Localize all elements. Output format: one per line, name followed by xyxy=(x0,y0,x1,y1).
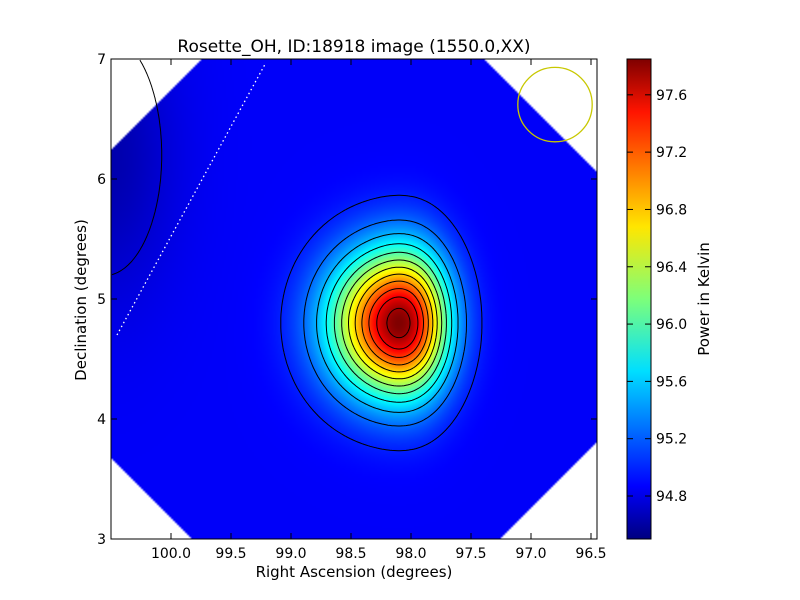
dotted-line xyxy=(116,64,266,336)
heatmap-area xyxy=(111,59,597,539)
contour-line xyxy=(341,259,443,387)
x-tick-label: 97.0 xyxy=(515,546,546,562)
y-tick-label: 6 xyxy=(97,172,106,188)
contour-line xyxy=(280,194,483,452)
colorbar-tick-label: 97.2 xyxy=(656,145,687,161)
contour-line xyxy=(376,296,419,350)
contour-line xyxy=(368,288,424,358)
contour-line xyxy=(361,280,429,366)
contour-line xyxy=(111,59,163,276)
colorbar-label: Power in Kelvin xyxy=(695,242,713,356)
contour-lines xyxy=(111,59,483,452)
colorbar xyxy=(626,58,652,540)
beam-circle xyxy=(517,66,593,143)
y-axis-ticks: 3 4 5 6 7 xyxy=(97,52,597,548)
y-tick-label: 5 xyxy=(97,292,106,308)
x-tick-label: 99.0 xyxy=(275,546,306,562)
colorbar-tick-label: 95.2 xyxy=(656,432,687,448)
x-tick-label: 100.0 xyxy=(151,546,191,562)
x-tick-label: 96.5 xyxy=(575,546,606,562)
contour-line xyxy=(316,233,459,413)
contour-line xyxy=(386,307,411,339)
contour-line xyxy=(348,266,438,380)
contour-line xyxy=(303,219,467,427)
colorbar-tick-label: 97.6 xyxy=(656,88,687,104)
colorbar-tick-label: 95.6 xyxy=(656,374,687,390)
y-tick-label: 3 xyxy=(97,532,106,548)
colorbar-tick-label: 96.0 xyxy=(656,317,687,333)
colorbar-tick-label: 96.4 xyxy=(656,260,687,276)
chart-title: Rosette_OH, ID:18918 image (1550.0,XX) xyxy=(177,37,530,57)
contour-line xyxy=(325,243,453,403)
x-axis-label: Right Ascension (degrees) xyxy=(256,563,453,581)
contour-line xyxy=(333,251,447,395)
x-tick-label: 99.5 xyxy=(215,546,246,562)
x-tick-label: 98.5 xyxy=(335,546,366,562)
colorbar-tick-label: 96.8 xyxy=(656,202,687,218)
colorbar-tick-label: 94.8 xyxy=(656,489,687,505)
x-tick-label: 98.0 xyxy=(395,546,426,562)
colorbar-ticks: 94.8 95.2 95.6 96.0 96.4 96.8 97.2 97.6 xyxy=(627,88,687,505)
x-axis-ticks: 100.0 99.5 99.0 98.5 98.0 97.5 97.0 96.5 xyxy=(151,59,607,562)
y-tick-label: 7 xyxy=(97,52,106,68)
y-axis-label: Declination (degrees) xyxy=(72,219,90,381)
y-tick-label: 4 xyxy=(97,412,106,428)
contour-line xyxy=(354,273,434,373)
x-tick-label: 97.5 xyxy=(455,546,486,562)
